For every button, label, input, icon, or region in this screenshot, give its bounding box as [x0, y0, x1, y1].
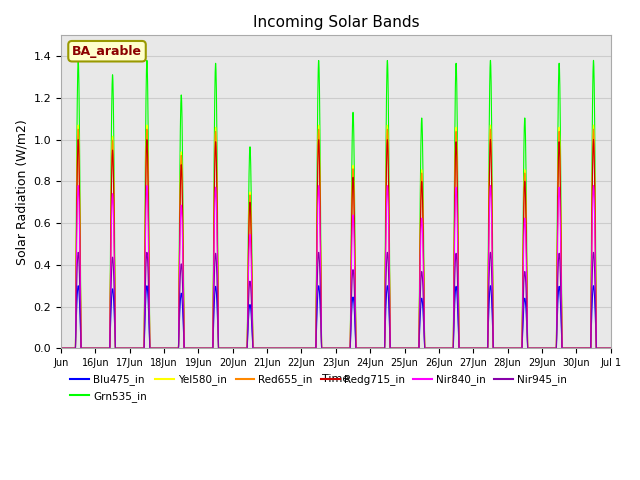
Redg715_in: [487, 138, 495, 144]
Y-axis label: Solar Radiation (W/m2): Solar Radiation (W/m2): [15, 119, 28, 264]
Blu475_in: [356, 346, 364, 351]
Red655_in: [528, 346, 536, 351]
Nir945_in: [172, 346, 179, 351]
Yel580_in: [487, 124, 495, 130]
Nir945_in: [607, 346, 614, 351]
Line: Red655_in: Red655_in: [61, 129, 611, 348]
Nir840_in: [172, 346, 179, 351]
Red655_in: [514, 346, 522, 351]
Line: Blu475_in: Blu475_in: [61, 286, 611, 348]
Grn535_in: [57, 346, 65, 351]
Nir840_in: [514, 346, 522, 351]
Legend: Blu475_in, Grn535_in, Yel580_in, Red655_in, Redg715_in, Nir840_in, Nir945_in: Blu475_in, Grn535_in, Yel580_in, Red655_…: [66, 370, 572, 406]
Grn535_in: [356, 346, 364, 351]
Nir945_in: [57, 346, 65, 351]
Grn535_in: [172, 346, 179, 351]
X-axis label: Time: Time: [322, 373, 349, 384]
Blu475_in: [607, 346, 614, 351]
Redg715_in: [528, 346, 536, 351]
Yel580_in: [74, 122, 82, 128]
Red655_in: [386, 294, 394, 300]
Grn535_in: [74, 58, 82, 63]
Grn535_in: [528, 346, 536, 351]
Nir945_in: [487, 250, 495, 256]
Grn535_in: [607, 346, 614, 351]
Grn535_in: [487, 60, 495, 65]
Nir840_in: [487, 184, 495, 190]
Title: Incoming Solar Bands: Incoming Solar Bands: [253, 15, 419, 30]
Blu475_in: [514, 346, 522, 351]
Grn535_in: [386, 278, 394, 284]
Yel580_in: [57, 346, 65, 351]
Line: Nir840_in: Nir840_in: [61, 186, 611, 348]
Yel580_in: [528, 346, 536, 351]
Red655_in: [607, 346, 614, 351]
Red655_in: [356, 346, 364, 351]
Red655_in: [487, 128, 495, 134]
Line: Redg715_in: Redg715_in: [61, 140, 611, 348]
Yel580_in: [514, 346, 522, 351]
Nir945_in: [514, 346, 522, 351]
Redg715_in: [607, 346, 614, 351]
Yel580_in: [356, 346, 364, 351]
Red655_in: [74, 126, 82, 132]
Yel580_in: [607, 346, 614, 351]
Nir840_in: [356, 346, 364, 351]
Text: BA_arable: BA_arable: [72, 45, 142, 58]
Nir945_in: [528, 346, 536, 351]
Redg715_in: [356, 346, 364, 351]
Redg715_in: [74, 137, 82, 143]
Line: Nir945_in: Nir945_in: [61, 252, 611, 348]
Nir840_in: [57, 346, 65, 351]
Blu475_in: [528, 346, 536, 351]
Blu475_in: [386, 331, 394, 336]
Nir840_in: [74, 183, 82, 189]
Redg715_in: [514, 346, 522, 351]
Nir840_in: [607, 346, 614, 351]
Blu475_in: [172, 346, 179, 351]
Yel580_in: [386, 293, 394, 299]
Redg715_in: [57, 346, 65, 351]
Redg715_in: [386, 297, 394, 303]
Blu475_in: [57, 346, 65, 351]
Blu475_in: [74, 283, 82, 288]
Nir945_in: [74, 250, 82, 255]
Nir945_in: [356, 346, 364, 351]
Blu475_in: [487, 283, 495, 289]
Line: Yel580_in: Yel580_in: [61, 125, 611, 348]
Grn535_in: [514, 346, 522, 351]
Line: Grn535_in: Grn535_in: [61, 60, 611, 348]
Nir945_in: [386, 323, 394, 329]
Nir840_in: [528, 346, 536, 351]
Nir840_in: [386, 308, 394, 313]
Yel580_in: [172, 346, 179, 351]
Red655_in: [57, 346, 65, 351]
Redg715_in: [172, 346, 179, 351]
Red655_in: [172, 346, 179, 351]
